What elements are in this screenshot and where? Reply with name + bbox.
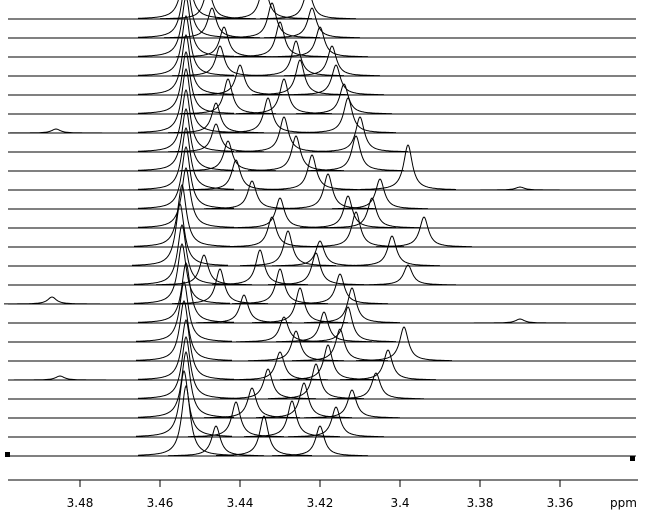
x-tick-label: 3.48	[67, 496, 94, 510]
trace-endpoint	[5, 452, 10, 457]
x-tick-label: 3.36	[547, 496, 574, 510]
spectrum-peak	[283, 45, 381, 77]
spectrum-peak	[304, 287, 400, 324]
spectrum-peak	[268, 252, 364, 286]
x-tick-label: 3.4	[390, 496, 409, 510]
spectrum-peak	[339, 349, 437, 381]
spectrum-peak	[224, 2, 320, 39]
spectrum-peak	[188, 401, 284, 438]
spectrum-peak	[287, 406, 385, 438]
spectrum-peak	[138, 126, 234, 190]
spectrum-peak	[180, 78, 276, 115]
x-tick-label: 3.38	[467, 496, 494, 510]
spectrum-peak	[300, 97, 396, 134]
spectrum-peak	[275, 311, 373, 343]
spectrum-peak	[138, 50, 234, 114]
spectrum-peak	[138, 318, 234, 380]
spectrum-peak	[203, 387, 301, 419]
spectrum-peak	[137, 67, 235, 133]
spectrum-peak	[271, 425, 369, 457]
spectrum-peak	[4, 296, 100, 305]
spectrum-peak	[159, 0, 257, 20]
spectrum-peak	[247, 330, 345, 362]
spectrum-peak	[295, 83, 393, 115]
spectrum-peak	[252, 287, 348, 324]
spectrum-peak	[300, 195, 396, 229]
x-tick-label: 3.46	[147, 496, 174, 510]
x-tick-label: 3.44	[227, 496, 254, 510]
spectrum-peak	[134, 242, 230, 304]
x-axis-label: ppm	[610, 496, 637, 510]
spectrum-peak	[138, 145, 234, 209]
spectrum-peak	[138, 107, 234, 171]
spectrum-peak	[280, 173, 376, 210]
spectrum-peak	[360, 144, 456, 190]
spectrum-peak	[264, 154, 360, 191]
spectrum-peak	[375, 216, 473, 248]
spectrum-peak	[196, 294, 292, 324]
spectrum-peak	[138, 166, 234, 228]
spectrum-peak	[472, 186, 568, 191]
spectrum-peak	[138, 0, 234, 57]
spectrum-peak	[263, 7, 361, 39]
spectrum-peak	[244, 400, 340, 438]
spectrum-peak	[356, 326, 452, 362]
spectrum-peak	[138, 0, 234, 19]
spectrum-peak	[248, 40, 344, 77]
spectrum-peak	[252, 59, 348, 96]
spectrum-peak	[8, 128, 104, 134]
spectrum-peak	[232, 351, 328, 381]
spectrum-peak	[343, 235, 441, 267]
spectrum-peak	[304, 389, 400, 419]
trace-endpoint	[630, 456, 635, 461]
spectrum-peak	[256, 382, 352, 419]
spectrum-peak	[328, 372, 424, 400]
spectrum-peak	[223, 216, 321, 248]
spectrum-peak	[136, 280, 232, 342]
spectrum-peak	[312, 116, 408, 153]
spectrum-peak	[271, 26, 369, 58]
spectrum-peak	[240, 230, 336, 267]
spectrum-peak	[167, 425, 265, 457]
spectrum-peak	[291, 273, 389, 305]
spectrum-peak	[232, 21, 328, 58]
x-tick-label: 3.42	[307, 496, 334, 510]
spectrum-peak	[323, 197, 421, 229]
spectrum-peak	[167, 102, 265, 134]
spectrum-peak	[138, 335, 234, 399]
spectrum-peak	[331, 178, 429, 210]
spectrum-peak	[138, 14, 234, 76]
spectrum-peak	[134, 223, 230, 285]
spectrum-peak	[287, 64, 385, 96]
spectrum-peak	[136, 299, 232, 361]
spectrum-peak	[138, 384, 234, 456]
spectrum-peak	[138, 88, 234, 152]
spectrum-peak	[138, 350, 234, 418]
spectrum-peak	[216, 0, 312, 20]
spectrum-peak	[155, 254, 253, 286]
spectrum-peak	[138, 0, 234, 38]
spectrum-peak	[300, 306, 396, 343]
spectrum-peak	[308, 135, 404, 172]
spectrum-peak	[360, 264, 456, 286]
spectrum-peak	[472, 318, 568, 324]
spectrum-peak	[219, 368, 317, 400]
spectrum-peak	[175, 26, 273, 58]
spectrum-peak	[259, 0, 357, 20]
spectrum-peak	[134, 183, 230, 247]
spectrum-peak	[12, 375, 108, 381]
